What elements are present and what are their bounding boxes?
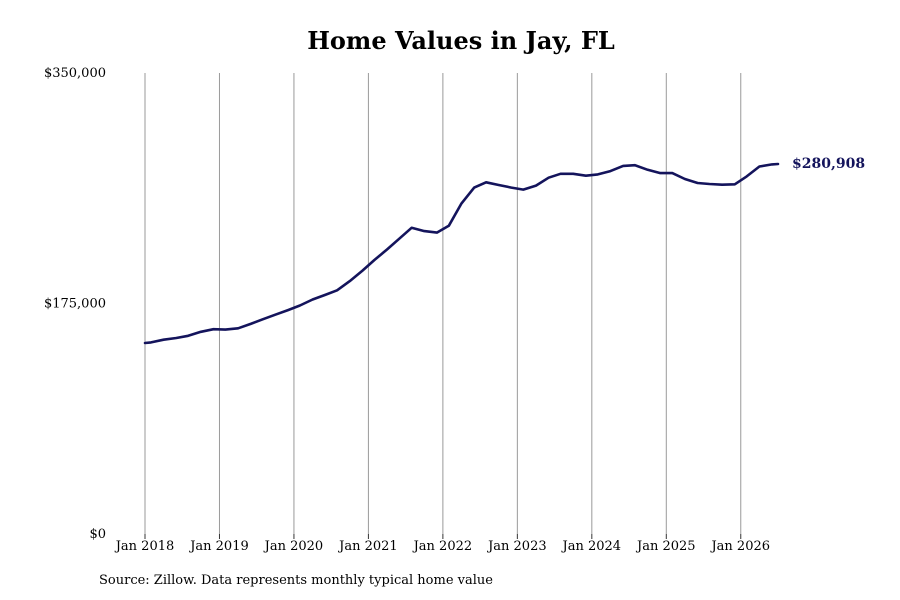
x-tick-label: Jan 2020 [263, 539, 324, 554]
y-tick-label: $0 [89, 527, 106, 542]
source-note: Source: Zillow. Data represents monthly … [99, 573, 493, 588]
x-axis-ticks: Jan 2018 Jan 2019 Jan 2020 Jan 2021 Jan 2022… [114, 534, 770, 554]
y-tick-label: $175,000 [44, 297, 106, 312]
x-tick-label: Jan 2021 [337, 539, 398, 554]
end-label-group: $280,908 [792, 156, 865, 172]
series-line [143, 162, 780, 345]
x-tick-label: Jan 2024 [561, 539, 622, 554]
x-tick-label: Jan 2026 [709, 539, 770, 554]
x-tick-label: Jan 2022 [412, 539, 473, 554]
x-tick-label: Jan 2025 [635, 539, 696, 554]
y-axis-ticks: $0 $175,000 $350,000 [44, 66, 106, 542]
gridlines [144, 73, 742, 534]
chart-title: Home Values in Jay, FL [307, 26, 615, 55]
series-group [143, 162, 780, 345]
x-tick-label: Jan 2019 [188, 539, 249, 554]
x-tick-label: Jan 2023 [486, 539, 547, 554]
y-tick-label: $350,000 [44, 66, 106, 81]
end-value-label: $280,908 [792, 156, 865, 172]
x-tick-label: Jan 2018 [114, 539, 175, 554]
